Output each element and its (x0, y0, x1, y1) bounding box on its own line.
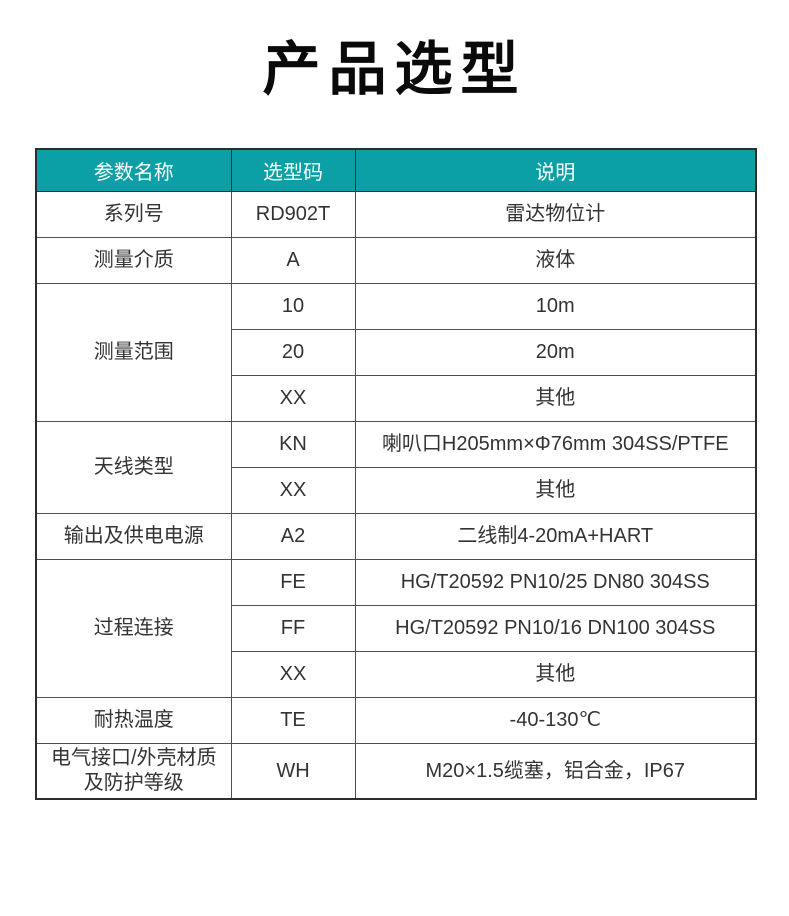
table-row: FF HG/T20592 PN10/16 DN100 304SS (36, 604, 757, 652)
page-title: 产品选型 (262, 37, 527, 102)
param-name-cell: 输出及供电电源 (35, 512, 232, 560)
selection-code-cell: XX (230, 466, 356, 514)
product-selection-section: 产品选型 参数名称 选型码 说明 系列号 RD902T 雷达物位计 测量介质 A 液体 测量… (0, 34, 789, 800)
description-cell: M20×1.5缆塞，铝合金，IP67 (354, 742, 757, 799)
param-name-cell: 电气接口/外壳材质及防护等级 (35, 742, 232, 799)
param-name-cell: 过程连接 (35, 558, 232, 698)
selection-code-cell: A2 (230, 512, 356, 560)
description-cell: 液体 (354, 236, 757, 284)
description-cell: 其他 (354, 466, 757, 514)
selection-code-cell: A (230, 236, 356, 284)
selection-code-cell: XX (230, 650, 356, 698)
selection-code-cell: 10 (230, 282, 356, 330)
description-cell: -40-130℃ (354, 696, 757, 744)
table-row: 测量介质 A 液体 (35, 236, 757, 284)
param-name-cell: 天线类型 (35, 420, 232, 514)
description-cell: 其他 (354, 374, 757, 422)
selection-code-cell: RD902T (230, 190, 356, 238)
header-cell-param: 参数名称 (35, 148, 232, 192)
table-row: XX 其他 (36, 650, 757, 698)
selection-code-cell: TE (230, 696, 356, 744)
description-cell: HG/T20592 PN10/25 DN80 304SS (354, 558, 757, 606)
selection-code-cell: XX (230, 374, 356, 422)
param-name-cell: 测量介质 (35, 236, 232, 284)
spec-table-header: 参数名称 选型码 说明 (35, 148, 757, 192)
param-name-cell: 耐热温度 (35, 696, 232, 744)
description-cell: HG/T20592 PN10/16 DN100 304SS (354, 604, 757, 652)
table-row: XX 其他 (36, 374, 757, 422)
selection-code-cell: KN (230, 420, 356, 468)
param-name-cell: 系列号 (35, 190, 232, 238)
table-row: 20 20m (36, 328, 757, 376)
selection-code-cell: FE (230, 558, 356, 606)
table-row: 耐热温度 TE -40-130℃ (35, 696, 757, 744)
description-cell: 雷达物位计 (354, 190, 757, 238)
description-cell: 10m (354, 282, 757, 330)
table-row: 过程连接 FE HG/T20592 PN10/25 DN80 304SS (35, 558, 757, 698)
table-row: 天线类型 KN 喇叭口H205mm×Φ76mm 304SS/PTFE (35, 420, 757, 514)
header-cell-desc: 说明 (354, 148, 757, 192)
table-row: 测量范围 10 10m (35, 282, 757, 422)
header-row: 参数名称 选型码 说明 (35, 148, 757, 192)
description-cell: 20m (354, 328, 757, 376)
param-name-cell: 测量范围 (35, 282, 232, 422)
spec-table: 参数名称 选型码 说明 系列号 RD902T 雷达物位计 测量介质 A 液体 测量范围 10 1… (35, 148, 757, 800)
selection-code-cell: WH (230, 742, 356, 799)
description-cell: 二线制4-20mA+HART (354, 512, 757, 560)
selection-code-cell: 20 (230, 328, 356, 376)
table-row: 系列号 RD902T 雷达物位计 (35, 190, 757, 238)
spec-table-body: 系列号 RD902T 雷达物位计 测量介质 A 液体 测量范围 10 10m 20 20m XX 其他天… (35, 190, 757, 799)
header-cell-code: 选型码 (230, 148, 356, 192)
table-row: 输出及供电电源 A2 二线制4-20mA+HART (35, 512, 757, 560)
table-row: XX 其他 (36, 466, 757, 514)
description-cell: 喇叭口H205mm×Φ76mm 304SS/PTFE (354, 420, 757, 468)
description-cell: 其他 (354, 650, 757, 698)
selection-code-cell: FF (230, 604, 356, 652)
table-row: 电气接口/外壳材质及防护等级 WH M20×1.5缆塞，铝合金，IP67 (35, 742, 757, 799)
